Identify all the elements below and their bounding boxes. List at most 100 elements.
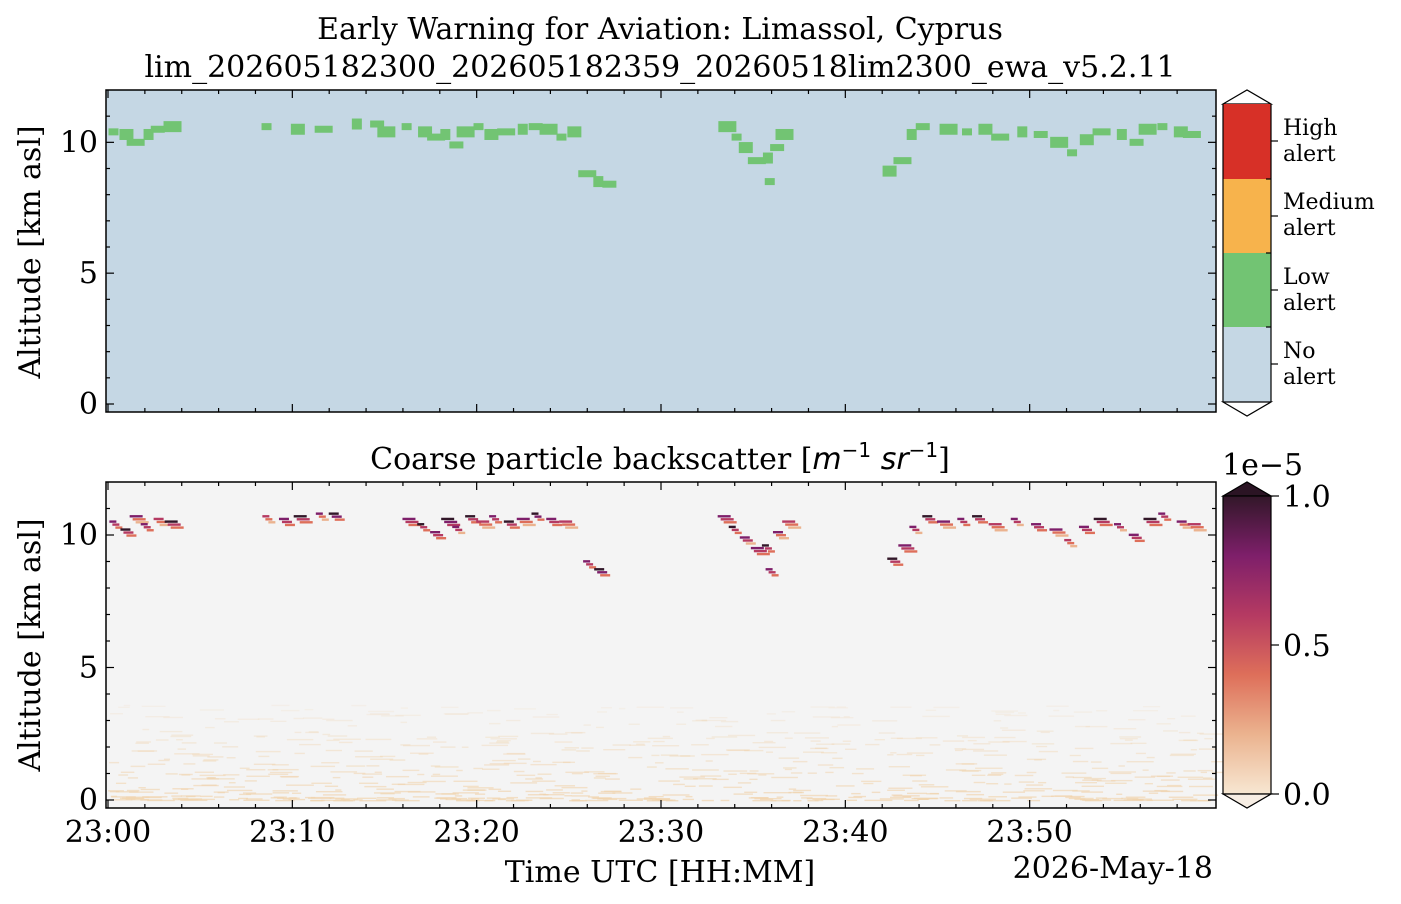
backscatter-cell: [120, 528, 131, 531]
aerosol-streak: [807, 799, 819, 802]
aerosol-streak: [286, 738, 314, 741]
aerosol-streak: [1026, 758, 1047, 761]
aerosol-streak: [238, 797, 249, 800]
alert-cell-low: [1173, 126, 1188, 138]
alert-cell-low: [718, 121, 737, 133]
backscatter-cell: [785, 523, 799, 526]
aerosol-streak: [784, 737, 793, 739]
backscatter-cell: [516, 517, 530, 521]
aerosol-streak: [691, 744, 709, 746]
aerosol-streak: [991, 710, 1018, 712]
aerosol-streak: [335, 798, 359, 800]
aerosol-streak: [793, 789, 812, 792]
aerosol-streak: [1110, 772, 1132, 775]
backscatter-cell: [153, 517, 164, 521]
aerosol-streak: [467, 712, 484, 714]
aerosol-streak: [911, 797, 938, 800]
aerosol-streak: [973, 743, 991, 745]
aerosol-streak: [1135, 752, 1146, 755]
backscatter-colorbar-tick-max: 1.0: [1283, 480, 1331, 515]
aerosol-streak: [593, 777, 606, 779]
backscatter-cell: [423, 529, 431, 532]
backscatter-cell: [775, 534, 786, 537]
aerosol-streak: [315, 790, 343, 793]
aerosol-streak: [571, 732, 583, 734]
backscatter-cell: [315, 512, 323, 515]
aerosol-streak: [1018, 796, 1037, 798]
aerosol-streak: [906, 752, 934, 754]
backscatter-cell: [537, 518, 545, 521]
aerosol-streak: [728, 773, 737, 775]
aerosol-streak: [1133, 709, 1159, 712]
aerosol-streak: [669, 755, 695, 757]
aerosol-streak: [327, 735, 348, 737]
alert-cell-low: [473, 123, 484, 131]
backscatter-cell: [447, 523, 461, 527]
aerosol-streak: [228, 782, 236, 784]
backscatter-cell: [1193, 529, 1207, 532]
y-tick-label: 10: [60, 518, 98, 553]
aerosol-streak: [370, 758, 394, 760]
alert-cell-low: [762, 152, 773, 164]
aerosol-streak: [445, 713, 468, 715]
alert-cell-low: [1138, 123, 1157, 135]
aerosol-streak: [692, 720, 708, 722]
aerosol-streak: [749, 770, 759, 772]
aerosol-streak: [239, 793, 252, 796]
aerosol-streak: [1123, 799, 1144, 801]
aerosol-streak: [199, 709, 224, 711]
alert-cell-low: [484, 128, 499, 140]
aerosol-streak: [206, 777, 217, 779]
aerosol-streak: [1198, 748, 1217, 750]
alert-cell-low: [747, 157, 766, 165]
aerosol-streak: [754, 797, 782, 800]
aerosol-streak: [778, 757, 800, 759]
aerosol-streak: [205, 726, 215, 729]
aerosol-streak: [1074, 725, 1090, 728]
aerosol-streak: [171, 734, 194, 736]
x-tick-label: 23:40: [802, 815, 888, 850]
backscatter-cell: [402, 517, 416, 521]
backscatter-cell: [452, 525, 460, 529]
aerosol-streak: [543, 793, 565, 796]
aerosol-streak: [973, 750, 999, 752]
aerosol-streak: [191, 778, 219, 780]
aerosol-streak: [571, 772, 583, 775]
aerosol-streak: [712, 778, 729, 781]
alert-colorbar-top-arrow: [1220, 89, 1274, 105]
aerosol-streak: [532, 760, 541, 763]
aerosol-streak: [431, 775, 458, 777]
backscatter-cell: [940, 523, 954, 526]
aerosol-streak: [830, 716, 854, 719]
aerosol-streak: [155, 739, 169, 741]
aerosol-streak: [498, 790, 512, 792]
aerosol-streak: [748, 797, 768, 799]
aerosol-streak: [942, 740, 965, 742]
aerosol-streak: [962, 799, 978, 802]
aerosol-streak: [1125, 796, 1146, 798]
aerosol-streak: [1027, 799, 1041, 802]
alert-cell-low: [1079, 134, 1094, 146]
y-tick-label: 5: [79, 256, 98, 291]
aerosol-streak: [784, 768, 792, 771]
aerosol-streak: [487, 709, 501, 712]
aerosol-streak: [1108, 771, 1136, 773]
aerosol-streak: [871, 791, 881, 794]
aerosol-streak: [223, 786, 245, 788]
backscatter-cell: [925, 518, 936, 521]
aerosol-streak: [684, 785, 696, 787]
backscatter-cell: [1161, 515, 1169, 518]
aerosol-streak: [835, 785, 855, 787]
aerosol-streak: [165, 773, 178, 775]
aerosol-streak: [407, 781, 427, 784]
aerosol-streak: [279, 775, 300, 778]
aerosol-streak: [1110, 742, 1133, 745]
aerosol-streak: [258, 755, 270, 758]
aerosol-streak: [368, 710, 395, 713]
aerosol-streak: [807, 772, 817, 774]
aerosol-streak: [1178, 739, 1199, 742]
aerosol-streak: [929, 744, 941, 746]
backscatter-cell: [132, 518, 146, 521]
aerosol-streak: [1023, 790, 1045, 792]
alert-cell-low: [143, 128, 154, 140]
